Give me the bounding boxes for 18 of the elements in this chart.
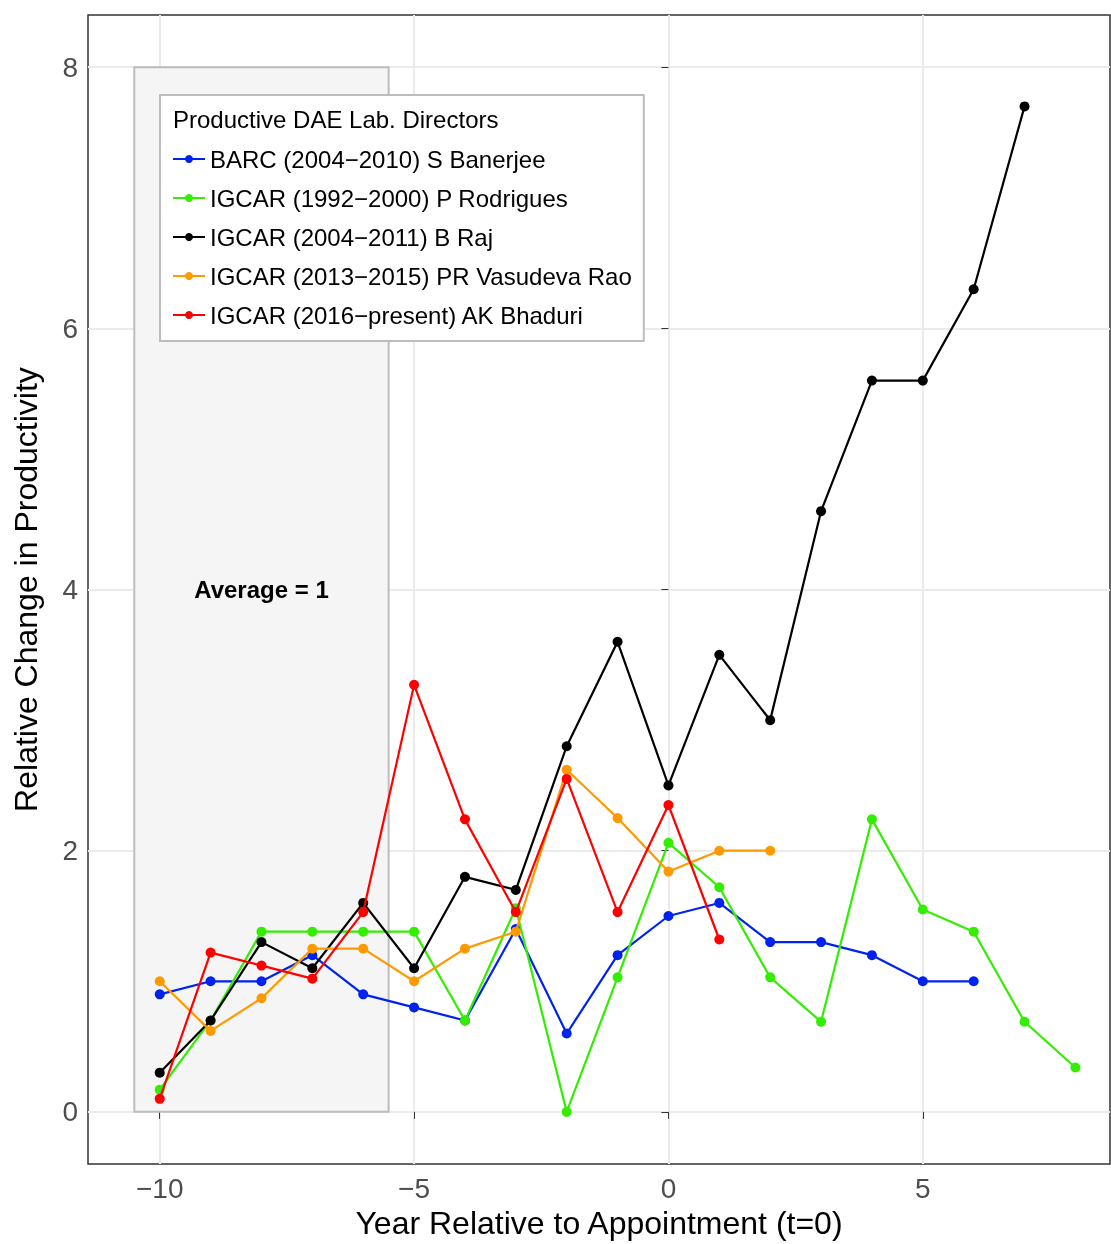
x-tick-label: 0 xyxy=(660,1172,677,1204)
legend-label: BARC (2004−2010) S Banerjee xyxy=(210,145,546,173)
x-tick-label: −5 xyxy=(398,1172,431,1204)
legend-label: IGCAR (2013−2015) PR Vasudeva Rao xyxy=(210,262,632,290)
y-axis-title: Relative Change in Productivity xyxy=(8,367,44,812)
x-axis-title: Year Relative to Appointment (t=0) xyxy=(355,1205,843,1241)
x-tick-label: 5 xyxy=(915,1172,931,1204)
band-label: Average = 1 xyxy=(194,576,329,604)
y-tick-label: 6 xyxy=(62,312,78,344)
legend-label: IGCAR (2004−2011) B Raj xyxy=(210,223,494,251)
y-tick-label: 0 xyxy=(62,1096,78,1128)
x-tick-label: −10 xyxy=(135,1172,184,1204)
y-tick-label: 2 xyxy=(62,835,78,867)
legend-title: Productive DAE Lab. Directors xyxy=(173,105,499,133)
y-tick-label: 8 xyxy=(62,51,78,83)
legend-label: IGCAR (1992−2000) P Rodrigues xyxy=(210,184,568,212)
y-tick-label: 4 xyxy=(62,574,78,606)
legend-label: IGCAR (2016−present) AK Bhaduri xyxy=(210,301,583,329)
